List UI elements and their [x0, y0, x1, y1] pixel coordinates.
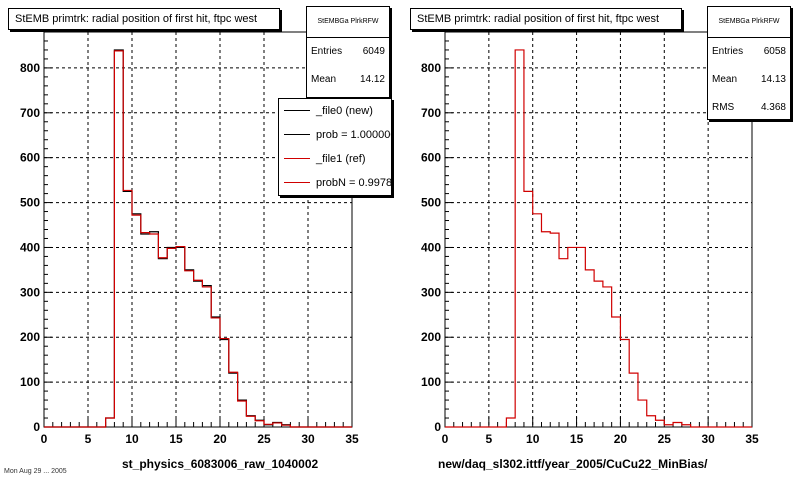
left-plot-title-text: StEMB primtrk: radial position of first … — [15, 13, 258, 25]
right-ytick-label-500: 500 — [421, 196, 441, 210]
left-stats-mean: Mean 14.12 — [307, 66, 389, 94]
left-xtick-label-0: 0 — [41, 432, 48, 446]
right-stats-name: StEMBGa PlrkRFW — [708, 7, 790, 38]
left-xtick-label-5: 5 — [85, 432, 92, 446]
legend-label-prob: prob = 1.000000 — [316, 129, 392, 141]
right-xtick-label-10: 10 — [526, 432, 540, 446]
left-ytick-label-400: 400 — [20, 240, 40, 254]
legend-label-probn: probN = 0.997828 — [316, 177, 392, 189]
right-histogram-series-0 — [445, 49, 752, 428]
legend-entry-prob: prob = 1.000000 — [279, 123, 391, 147]
left-xtick-label-20: 20 — [213, 432, 227, 446]
left-stats-mean-value: 14.12 — [359, 74, 385, 85]
right-ytick-label-700: 700 — [421, 106, 441, 120]
right-stats-rms: RMS 4.368 — [708, 94, 790, 122]
right-stats-box: StEMBGa PlrkRFW Entries 6058 Mean 14.13 … — [707, 6, 791, 120]
left-xtick-label-35: 35 — [345, 432, 359, 446]
left-ytick-label-600: 600 — [20, 151, 40, 165]
right-stats-entries-label: Entries — [712, 46, 744, 57]
left-plot-title: StEMB primtrk: radial position of first … — [8, 8, 280, 30]
right-xtick-label-5: 5 — [486, 432, 493, 446]
right-ytick-label-600: 600 — [421, 151, 441, 165]
right-plot-title-text: StEMB primtrk: radial position of first … — [417, 13, 660, 25]
left-stats-box: StEMBGa PlrkRFW Entries 6049 Mean 14.12 — [306, 6, 390, 98]
left-ytick-label-300: 300 — [20, 285, 40, 299]
left-ytick-label-200: 200 — [20, 330, 40, 344]
right-ytick-label-400: 400 — [421, 240, 441, 254]
left-histogram-series-1 — [44, 50, 352, 428]
left-x-axis-label: st_physics_6083006_raw_1040002 — [122, 457, 319, 471]
left-ytick-label-700: 700 — [20, 106, 40, 120]
left-stats-entries: Entries 6049 — [307, 38, 389, 66]
legend-swatch-probn — [284, 182, 310, 183]
left-ytick-label-100: 100 — [20, 375, 40, 389]
right-xtick-label-0: 0 — [442, 432, 449, 446]
right-ytick-label-300: 300 — [421, 285, 441, 299]
right-stats-rms-value: 4.368 — [760, 102, 786, 113]
legend-entry-probn: probN = 0.997828 — [279, 171, 391, 195]
right-xtick-label-30: 30 — [701, 432, 715, 446]
left-ytick-label-0: 0 — [33, 420, 40, 434]
right-stats-mean: Mean 14.13 — [708, 66, 790, 94]
right-stats-mean-value: 14.13 — [760, 74, 786, 85]
right-stats-rms-label: RMS — [712, 102, 735, 113]
right-stats-entries-value: 6058 — [763, 46, 786, 57]
left-xtick-label-10: 10 — [125, 432, 139, 446]
left-stats-entries-label: Entries — [311, 46, 343, 57]
right-plot-title: StEMB primtrk: radial position of first … — [410, 8, 682, 30]
right-ytick-label-0: 0 — [434, 420, 441, 434]
legend-swatch-file0 — [284, 110, 310, 111]
right-xtick-label-15: 15 — [570, 432, 584, 446]
footer-timestamp: Mon Aug 29 ... 2005 — [4, 468, 67, 475]
right-stats-mean-label: Mean — [712, 74, 738, 85]
right-ytick-label-200: 200 — [421, 330, 441, 344]
left-xtick-label-25: 25 — [257, 432, 271, 446]
left-legend: _file0 (new) prob = 1.000000 _file1 (ref… — [278, 98, 392, 196]
left-xtick-label-30: 30 — [301, 432, 315, 446]
legend-entry-file1: _file1 (ref) — [279, 147, 391, 171]
left-stats-name: StEMBGa PlrkRFW — [307, 7, 389, 38]
left-ytick-label-800: 800 — [20, 61, 40, 75]
legend-label-file0: _file0 (new) — [316, 105, 373, 117]
legend-swatch-prob — [284, 134, 310, 135]
right-plot-frame — [444, 31, 753, 428]
left-xtick-label-15: 15 — [169, 432, 183, 446]
right-x-axis-label: new/daq_sl302.ittf/year_2005/CuCu22_MinB… — [438, 457, 708, 471]
right-xtick-label-35: 35 — [745, 432, 759, 446]
left-stats-entries-value: 6049 — [362, 46, 385, 57]
right-xtick-label-20: 20 — [614, 432, 628, 446]
right-ytick-label-800: 800 — [421, 61, 441, 75]
left-stats-mean-label: Mean — [311, 74, 337, 85]
legend-entry-file0: _file0 (new) — [279, 99, 391, 123]
right-xtick-label-25: 25 — [658, 432, 672, 446]
right-stats-entries: Entries 6058 — [708, 38, 790, 66]
right-ytick-label-100: 100 — [421, 375, 441, 389]
left-ytick-label-500: 500 — [20, 196, 40, 210]
legend-swatch-file1 — [284, 158, 310, 159]
legend-label-file1: _file1 (ref) — [316, 153, 366, 165]
